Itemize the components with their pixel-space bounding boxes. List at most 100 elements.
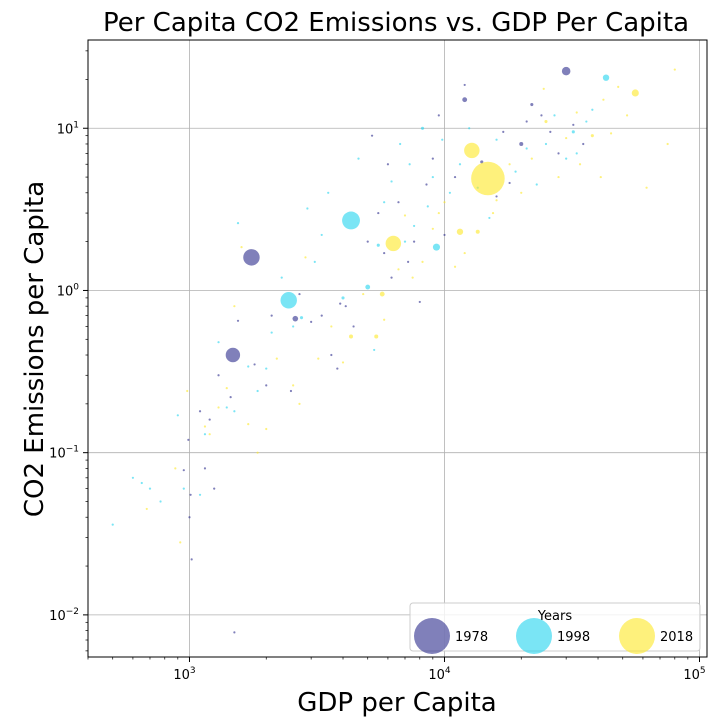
data-point-1978 — [208, 418, 211, 421]
legend-items: 1978 1998 2018 — [414, 618, 693, 654]
data-point-2018 — [341, 361, 345, 364]
data-point-1978 — [582, 142, 585, 146]
data-point-1998 — [383, 201, 386, 204]
data-point-2018 — [385, 235, 402, 252]
data-point-1978 — [270, 314, 273, 317]
data-point-1978 — [203, 467, 207, 470]
data-point-1978 — [443, 233, 446, 237]
data-point-2018 — [240, 246, 243, 249]
data-point-2018 — [578, 163, 582, 166]
data-point-1998 — [111, 523, 114, 526]
data-point-2018 — [217, 406, 220, 409]
data-point-2018 — [383, 318, 386, 321]
data-point-1998 — [602, 74, 610, 81]
data-point-1998 — [535, 183, 538, 186]
data-point-1998 — [313, 260, 316, 263]
data-point-2018 — [673, 68, 676, 71]
data-point-2018 — [443, 201, 446, 204]
data-point-1998 — [525, 147, 528, 150]
legend-label-1978: 1978 — [455, 630, 488, 645]
data-point-1998 — [399, 142, 402, 146]
data-point-2018 — [609, 132, 613, 135]
data-point-1998 — [306, 207, 309, 210]
data-point-2018 — [491, 211, 495, 215]
data-point-2018 — [530, 157, 533, 160]
data-point-1978 — [330, 353, 333, 357]
data-point-2018 — [645, 186, 648, 189]
x-tick-label: 104 — [428, 666, 451, 683]
data-point-1978 — [463, 83, 466, 87]
axis-ticks: 103 104 105 10−2 10−1 100 101 — [49, 50, 706, 683]
data-point-2018 — [542, 87, 545, 90]
data-point-1998 — [182, 487, 185, 490]
data-point-2018 — [256, 451, 259, 454]
data-point-1998 — [553, 114, 556, 117]
data-point-1998 — [575, 152, 578, 155]
data-point-2018 — [590, 134, 594, 138]
legend-marker-1998 — [516, 618, 552, 654]
plot-frame — [87, 39, 708, 658]
data-point-1998 — [468, 127, 471, 130]
legend-label-1998: 1998 — [557, 630, 590, 645]
data-point-1998 — [270, 331, 273, 334]
y-tick-label: 100 — [57, 282, 80, 299]
data-point-2018 — [625, 114, 629, 117]
y-tick-label: 101 — [57, 120, 79, 137]
x-tick-label: 105 — [683, 666, 705, 683]
data-point-1998 — [432, 243, 441, 251]
data-point-1998 — [256, 389, 259, 393]
data-point-1998 — [571, 130, 575, 134]
data-point-1998 — [176, 414, 179, 417]
legend-marker-2018 — [619, 618, 655, 654]
data-point-2018 — [145, 507, 148, 511]
data-point-1998 — [365, 284, 371, 290]
data-point-1998 — [140, 481, 143, 485]
data-point-2018 — [362, 292, 365, 296]
data-point-2018 — [403, 214, 407, 217]
data-point-2018 — [317, 357, 320, 360]
data-point-2018 — [456, 228, 464, 235]
data-point-1998 — [159, 500, 162, 503]
data-point-2018 — [225, 387, 228, 390]
data-point-1978 — [233, 631, 236, 634]
data-point-2018 — [464, 142, 480, 159]
data-point-1978 — [557, 152, 560, 155]
data-point-1978 — [187, 438, 190, 441]
data-point-2018 — [617, 85, 620, 88]
data-point-2018 — [247, 423, 250, 426]
data-point-1978 — [253, 363, 256, 366]
legend-title: Years — [537, 609, 573, 624]
data-point-2018 — [475, 229, 480, 234]
data-point-1998 — [376, 243, 380, 247]
data-point-2018 — [495, 199, 498, 202]
data-point-1998 — [299, 316, 304, 320]
grid-lines — [88, 40, 707, 657]
data-point-1978 — [383, 251, 386, 255]
data-point-1978 — [418, 300, 421, 304]
data-point-1998 — [342, 211, 360, 230]
data-point-1978 — [198, 410, 202, 413]
data-point-2018 — [463, 251, 466, 255]
data-point-2018 — [397, 268, 400, 271]
data-point-1998 — [458, 163, 462, 166]
data-point-1998 — [373, 348, 376, 352]
data-point-1998 — [565, 157, 568, 160]
data-point-1978 — [549, 130, 552, 133]
data-point-2018 — [349, 334, 354, 339]
data-point-2018 — [233, 305, 236, 308]
data-point-2018 — [602, 98, 605, 101]
data-point-1998 — [357, 157, 360, 160]
data-point-1998 — [544, 142, 548, 146]
data-point-1978 — [265, 384, 268, 387]
data-point-1978 — [519, 141, 524, 146]
data-point-2018 — [471, 161, 505, 196]
data-point-2018 — [304, 256, 307, 259]
data-point-1998 — [426, 205, 429, 208]
data-point-2018 — [298, 402, 301, 405]
data-point-1978 — [217, 374, 220, 377]
data-point-1998 — [131, 476, 135, 479]
data-point-1998 — [236, 222, 240, 225]
data-point-1978 — [508, 181, 511, 185]
data-point-1998 — [320, 233, 323, 237]
data-point-1978 — [502, 130, 505, 133]
